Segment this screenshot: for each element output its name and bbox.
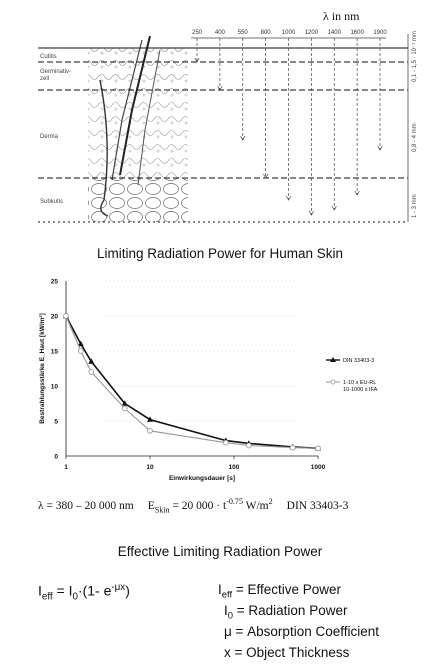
- y-tick-label: 20: [51, 314, 59, 321]
- data-point: [245, 442, 252, 449]
- data-point: [315, 445, 321, 452]
- wavelength-tick-label: 1200: [305, 30, 319, 36]
- y-tick-label: 10: [51, 384, 59, 391]
- sweat-gland: [99, 79, 109, 217]
- wavelength-tick-label: 1600: [350, 30, 364, 36]
- definition-absorption-coefficient: μ = Absorption Coefficient: [224, 624, 379, 639]
- legend-marker-0: [330, 357, 336, 362]
- wavelength-tick-label: 1900: [373, 30, 387, 36]
- wavelength-tick-label: 400: [215, 30, 226, 36]
- arrow-head-icon: [331, 205, 337, 211]
- data-point: [121, 400, 128, 406]
- arrow-head-icon: [194, 57, 200, 63]
- din-standard: DIN 33403-3: [286, 499, 349, 512]
- skin-illustration-derma: [88, 90, 188, 178]
- arrow-head-icon: [217, 85, 223, 91]
- data-point: [147, 427, 153, 434]
- data-point: [63, 312, 69, 319]
- y-tick-label: 5: [54, 419, 58, 426]
- skin-diagram: Cutitis Germinativ- zell Derma Subkutis …: [38, 9, 418, 223]
- x-tick-label: 1000: [311, 464, 326, 471]
- effective-section-title: Effective Limiting Radiation Power: [117, 544, 323, 559]
- data-point: [147, 416, 153, 422]
- legend-label-1: 10-1000 s IFA: [343, 387, 378, 393]
- layer-label-derma: Derma: [40, 134, 59, 140]
- depth-label-2: 0,8 - 4 mm: [412, 123, 418, 152]
- wavelength-tick-label: 250: [192, 30, 203, 36]
- data-point: [289, 443, 296, 450]
- legend-label-0: DIN 33403-3: [343, 358, 374, 364]
- arrow-head-icon: [285, 195, 292, 201]
- arrow-head-icon: [377, 145, 383, 151]
- y-axis-label: Bestrahlungsstärke E_Haut [kW/m²]: [39, 313, 46, 424]
- series-line-1: [65, 315, 319, 449]
- legend-label-1: 1-10 s EU-RL: [343, 380, 376, 386]
- data-point: [245, 440, 252, 446]
- lambda-header: λ in nm: [323, 9, 360, 23]
- hair-follicle-2: [111, 39, 143, 181]
- definition-radiation-power: I0 = Radiation Power: [224, 603, 348, 622]
- hair-follicle-1: [119, 35, 151, 176]
- data-point: [88, 369, 95, 375]
- formula-line: λ = 380 – 20 000 nm ESkin = 20 000 · t-0.…: [38, 497, 438, 514]
- layer-label-germinativ: Germinativ-: [40, 69, 71, 75]
- arrow-head-icon: [240, 135, 246, 141]
- arrow-head-icon: [308, 210, 314, 216]
- legend-marker-1: [330, 379, 336, 385]
- x-tick-label: 100: [229, 464, 240, 471]
- depth-label-1: 0,1 - 1,5 · 10⁻¹ mm: [412, 31, 418, 82]
- x-tick-label: 10: [146, 464, 154, 471]
- definition-effective-power: Ieff = Effective Power: [218, 582, 342, 601]
- wavelength-tick-label: 1400: [328, 30, 342, 36]
- data-point: [77, 340, 84, 347]
- data-point: [315, 445, 321, 451]
- data-point: [222, 437, 229, 443]
- x-axis-label: Einwirkungsdauer [s]: [169, 475, 235, 482]
- layer-label-cutis: Cutitis: [40, 54, 57, 60]
- wavelength-tick-label: 1000: [282, 30, 296, 36]
- data-point: [63, 313, 69, 319]
- depth-label-3: 1 - 3 mm: [412, 194, 418, 218]
- y-tick-label: 0: [54, 454, 58, 461]
- data-point: [289, 444, 296, 451]
- data-point: [77, 348, 84, 354]
- data-point: [121, 405, 128, 412]
- wavelength-tick-label: 800: [261, 30, 272, 36]
- layer-label-germinativ-sub: zell: [40, 76, 49, 82]
- data-point: [88, 358, 95, 364]
- x-tick-label: 1: [64, 464, 68, 471]
- wavelength-tick-label: 550: [238, 30, 249, 36]
- effective-formula: Ieff = I0·(1- e-μx): [38, 582, 130, 603]
- definition-object-thickness: x = Object Thickness: [224, 645, 350, 660]
- arrow-head-icon: [354, 190, 360, 196]
- data-point: [223, 439, 229, 446]
- chart-section-title: Limiting Radiation Power for Human Skin: [96, 246, 344, 261]
- arrow-head-icon: [263, 173, 269, 179]
- layer-label-subkutis: Subkutis: [40, 199, 63, 205]
- y-tick-label: 15: [51, 349, 59, 356]
- hair-follicle-3: [137, 49, 161, 186]
- wavelength-arrows: 250 400 550 800 1000 1200 1400 1600 1900: [191, 30, 387, 216]
- lambda-range: λ = 380 – 20 000 nm: [38, 499, 134, 512]
- series-line-0: [65, 315, 319, 450]
- e-skin-formula: ESkin = 20 000 · t-0.75 W/m2: [147, 497, 273, 515]
- y-tick-label: 25: [51, 279, 59, 286]
